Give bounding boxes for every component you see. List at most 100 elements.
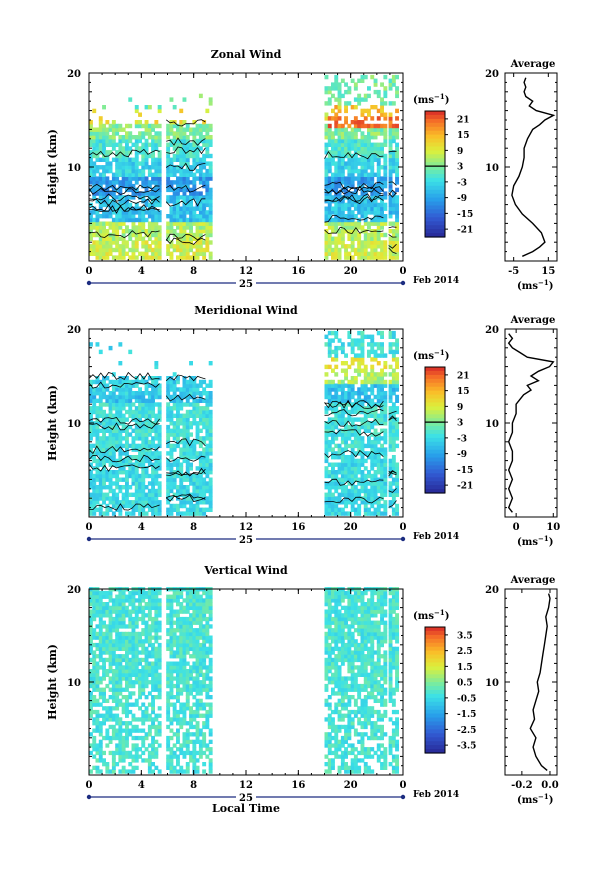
heatmap-cell	[176, 142, 180, 147]
heatmap-cell	[383, 195, 388, 200]
heatmap-cell	[176, 247, 180, 253]
heatmap-cell	[340, 172, 345, 177]
heatmap-cell	[185, 507, 190, 512]
heatmap-cell	[111, 676, 116, 681]
colorbar-step	[425, 229, 445, 234]
heatmap-cell	[337, 477, 342, 482]
heatmap-cell	[373, 183, 378, 189]
x-tick-label: 20	[344, 266, 358, 277]
heatmap-cell	[202, 406, 207, 411]
heatmap-cell	[350, 349, 355, 355]
heatmap-cell	[108, 507, 113, 512]
heatmap-cell	[340, 236, 345, 241]
heatmap-cell	[128, 123, 133, 129]
heatmap-cell	[198, 421, 203, 426]
heatmap-cell	[98, 665, 103, 670]
heatmap-cell	[198, 93, 203, 99]
average-title: Average	[510, 315, 556, 326]
heatmap-cell	[118, 613, 123, 618]
heatmap-cell	[383, 481, 388, 486]
heatmap-cell	[373, 451, 378, 456]
heatmap-cell	[347, 202, 352, 208]
heatmap-cell	[154, 210, 159, 215]
heatmap-cell	[169, 428, 174, 433]
heatmap-cell	[98, 492, 103, 497]
heatmap-cell	[111, 754, 116, 759]
heatmap-cell	[340, 413, 345, 418]
contour-lines	[88, 119, 397, 254]
heatmap-cell	[176, 210, 180, 215]
heatmap-cell	[144, 217, 149, 223]
heatmap-cell	[391, 428, 396, 433]
heatmap-cell	[134, 466, 139, 471]
heatmap-cell	[89, 236, 93, 241]
heatmap-cell	[353, 379, 358, 385]
heatmap-cell	[327, 157, 332, 162]
heatmap-cell	[98, 383, 103, 388]
heatmap-cell	[195, 157, 200, 162]
heatmap-cell	[134, 417, 139, 422]
heatmap-cell	[367, 225, 371, 230]
heatmap-cell	[134, 455, 139, 460]
heatmap-cell	[208, 503, 213, 509]
heatmap-cell	[92, 496, 97, 501]
heatmap-cell	[105, 458, 110, 464]
heatmap-cell	[367, 93, 371, 99]
heatmap-cell	[154, 135, 159, 140]
heatmap-cell	[380, 225, 384, 230]
average-unit-base: (ms	[517, 281, 538, 292]
heatmap-cell	[108, 379, 113, 385]
heatmap-cell	[182, 447, 187, 452]
heatmap-cell	[118, 466, 123, 471]
heatmap-cell	[111, 187, 116, 193]
contour-line	[88, 198, 160, 207]
heatmap-cell	[182, 229, 187, 234]
heatmap-cell	[95, 255, 100, 260]
heatmap-cell	[337, 195, 342, 200]
heatmap-cell	[202, 398, 207, 403]
heatmap-cell	[388, 206, 393, 211]
heatmap-cell	[360, 120, 365, 125]
heatmap-cell	[189, 168, 193, 174]
heatmap-cell	[144, 161, 149, 166]
heatmap-cell	[138, 210, 142, 215]
heatmap-cell	[179, 240, 184, 245]
heatmap-cell	[350, 180, 355, 185]
heatmap-cell	[147, 492, 152, 497]
heatmap-cell	[179, 455, 184, 460]
heatmap-cell	[208, 142, 213, 147]
heatmap-cell	[347, 232, 352, 238]
heatmap-cell	[391, 210, 396, 215]
heatmap-cell	[108, 654, 113, 659]
heatmap-cell	[370, 364, 375, 370]
heatmap-cell	[147, 406, 152, 411]
heatmap-cell	[134, 165, 139, 170]
heatmap-cell	[391, 199, 396, 204]
heatmap-cell	[370, 240, 375, 245]
heatmap-cell	[138, 462, 142, 467]
heatmap-cell	[102, 758, 106, 763]
heatmap-cell	[192, 153, 197, 159]
heatmap-cell	[118, 210, 123, 215]
heatmap-cell	[337, 338, 342, 343]
heatmap-cell	[172, 447, 177, 452]
heatmap-cell	[391, 131, 396, 136]
heatmap-cell	[128, 709, 133, 715]
heatmap-cell	[395, 93, 399, 99]
heatmap-cell	[151, 750, 155, 756]
heatmap-cell	[357, 417, 362, 422]
heatmap-cell	[141, 758, 146, 763]
heatmap-cell	[141, 255, 146, 260]
heatmap-cell	[380, 199, 384, 204]
heatmap-cell	[128, 379, 133, 385]
heatmap-cell	[182, 217, 187, 223]
heatmap-cell	[147, 180, 152, 185]
heatmap-cell	[353, 473, 358, 479]
heatmap-cell	[111, 706, 116, 711]
heatmap-cell	[395, 485, 399, 490]
colorbar-step	[425, 166, 445, 171]
heatmap-cell	[347, 229, 352, 234]
heatmap-cell	[395, 436, 399, 441]
heatmap-cell	[102, 650, 106, 655]
